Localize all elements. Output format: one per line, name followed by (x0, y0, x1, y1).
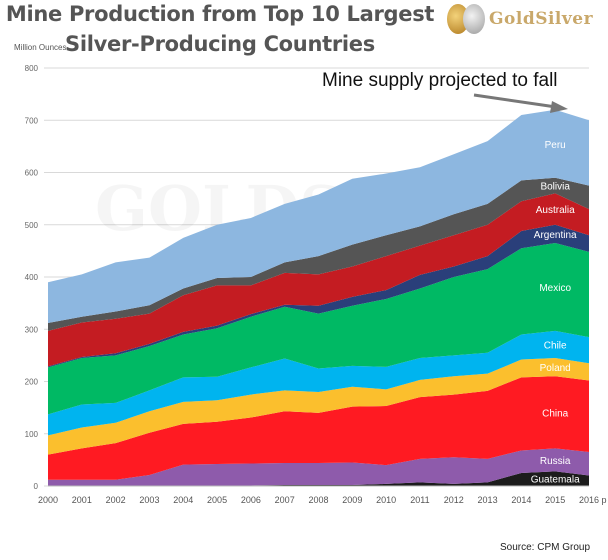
x-tick-label: 2015 (545, 495, 565, 505)
chart-title-line1: Mine Production from Top 10 Largest (5, 2, 435, 26)
logo-text: GoldSilver (489, 9, 594, 29)
x-tick-label: 2001 (72, 495, 92, 505)
x-tick-label: 2009 (342, 495, 362, 505)
x-tick-label: 2016 p (579, 495, 607, 505)
y-tick-label: 800 (25, 64, 39, 73)
silver-coin-icon (463, 4, 485, 34)
y-tick-label: 200 (25, 378, 39, 387)
series-label-poland: Poland (540, 363, 571, 374)
y-tick-label: 100 (25, 430, 39, 439)
area-bolivia (48, 177, 589, 331)
source-text: Source: CPM Group (500, 542, 591, 553)
series-label-australia: Australia (536, 205, 575, 216)
x-tick-label: 2007 (275, 495, 295, 505)
x-tick-label: 2005 (207, 495, 227, 505)
area-russia (48, 448, 589, 486)
x-tick-label: 2003 (139, 495, 159, 505)
series-label-russia: Russia (540, 456, 571, 467)
series-label-chile: Chile (544, 340, 567, 351)
y-tick-label: 300 (25, 325, 39, 334)
y-tick-label: 400 (25, 273, 39, 282)
area-peru (48, 109, 589, 323)
area-australia (48, 193, 589, 367)
y-tick-label: 0 (34, 482, 39, 491)
area-argentina (48, 224, 589, 368)
x-tick-label: 2002 (106, 495, 126, 505)
x-tick-label: 2014 (511, 495, 531, 505)
x-tick-label: 2010 (376, 495, 396, 505)
y-tick-label: 600 (25, 169, 39, 178)
series-label-china: China (542, 408, 569, 419)
y-tick-label: 700 (25, 116, 39, 125)
x-tick-label: 2004 (173, 495, 193, 505)
goldsilver-logo: GoldSilver (447, 4, 593, 34)
annotation-text: Mine supply projected to fall (322, 70, 558, 91)
y-tick-label: 500 (25, 221, 39, 230)
series-label-argentina: Argentina (534, 230, 577, 241)
x-tick-label: 2000 (38, 495, 58, 505)
series-label-mexico: Mexico (539, 283, 571, 294)
chart-title-line2: Silver-Producing Countries (65, 32, 375, 56)
area-china (48, 376, 589, 480)
series-label-guatemala: Guatemala (531, 475, 580, 486)
series-label-peru: Peru (545, 140, 566, 151)
area-chile (48, 330, 589, 436)
x-tick-label: 2012 (444, 495, 464, 505)
y-axis-label: Million Ounces (14, 43, 67, 52)
x-tick-label: 2011 (410, 495, 429, 505)
area-poland (48, 357, 589, 455)
x-tick-label: 2006 (241, 495, 261, 505)
x-tick-label: 2008 (308, 495, 328, 505)
area-guatemala (48, 471, 589, 486)
area-mexico (48, 243, 589, 415)
x-tick-label: 2013 (478, 495, 498, 505)
series-label-bolivia: Bolivia (540, 182, 570, 193)
annotation-arrow (473, 93, 568, 113)
